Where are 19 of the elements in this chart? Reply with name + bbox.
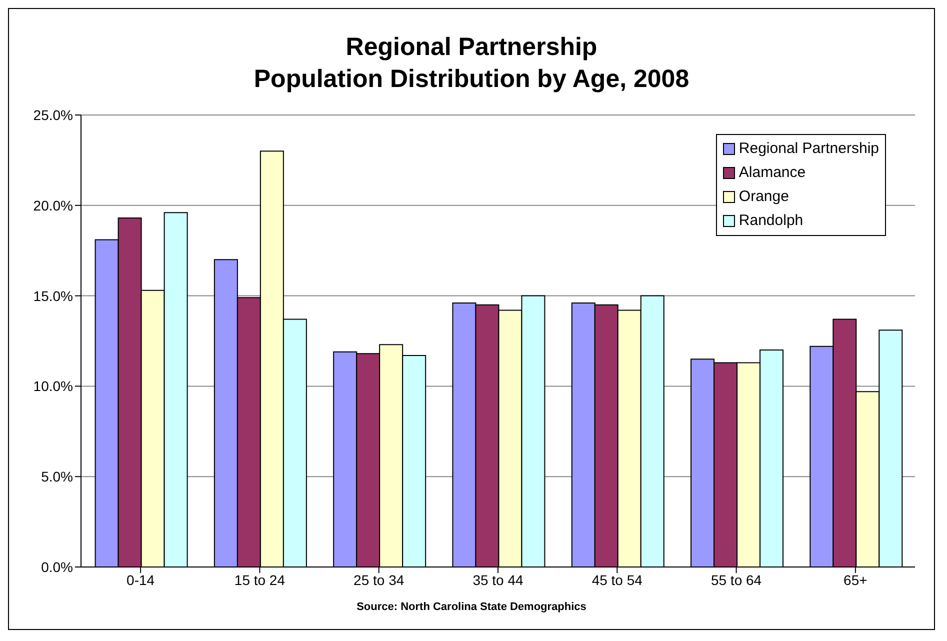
source-note: Source: North Carolina State Demographics bbox=[356, 601, 588, 613]
y-tick-label: 15.0% bbox=[33, 288, 73, 304]
legend-label: Regional Partnership bbox=[738, 139, 879, 159]
legend-label: Orange bbox=[738, 187, 789, 207]
legend-label: Randolph bbox=[738, 211, 804, 231]
x-tick-label: 35 to 44 bbox=[472, 572, 524, 588]
x-tick-label: 45 to 54 bbox=[592, 572, 643, 588]
x-tick-label: 65+ bbox=[844, 572, 868, 588]
y-tick-label: 0.0% bbox=[41, 558, 73, 575]
y-tick-label: 25.0% bbox=[33, 106, 73, 123]
y-tick-label: 5.0% bbox=[41, 468, 73, 485]
x-tick-label: 0-14 bbox=[126, 572, 155, 588]
x-tick-label: 25 to 34 bbox=[354, 572, 404, 588]
x-tick-label: 15 to 24 bbox=[234, 572, 286, 588]
y-tick-label: 20.0% bbox=[33, 197, 73, 214]
chart-title: Regional Partnership Population Distribution by Age, 2008 bbox=[252, 32, 690, 95]
x-tick-label: 55 to 64 bbox=[710, 572, 762, 588]
legend-label: Alamance bbox=[738, 163, 806, 183]
y-tick-label: 10.0% bbox=[33, 378, 73, 394]
